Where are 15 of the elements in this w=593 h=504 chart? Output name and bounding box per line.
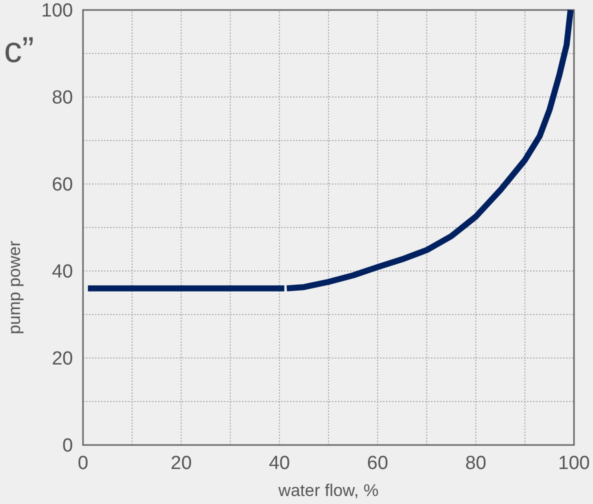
x-tick-label: 20	[170, 453, 192, 474]
y-tick-label: 20	[52, 348, 73, 370]
y-tick-label: 0	[62, 436, 73, 457]
y-tick-label: 40	[52, 262, 73, 283]
y-tick-label: 80	[52, 88, 73, 109]
text: c”	[4, 29, 34, 70]
x-tick-label: 100	[558, 453, 590, 474]
y-tick-label: 100	[41, 0, 73, 22]
x-tick-label: 40	[268, 453, 290, 474]
x-tick-label: 80	[465, 453, 486, 474]
y-tick-label: 60	[52, 174, 73, 196]
y-axis-title: pump power	[5, 240, 24, 334]
x-axis-title: water flow, %	[277, 481, 379, 500]
x-tick-label: 0	[78, 453, 88, 474]
x-tick-label: 60	[367, 453, 388, 474]
